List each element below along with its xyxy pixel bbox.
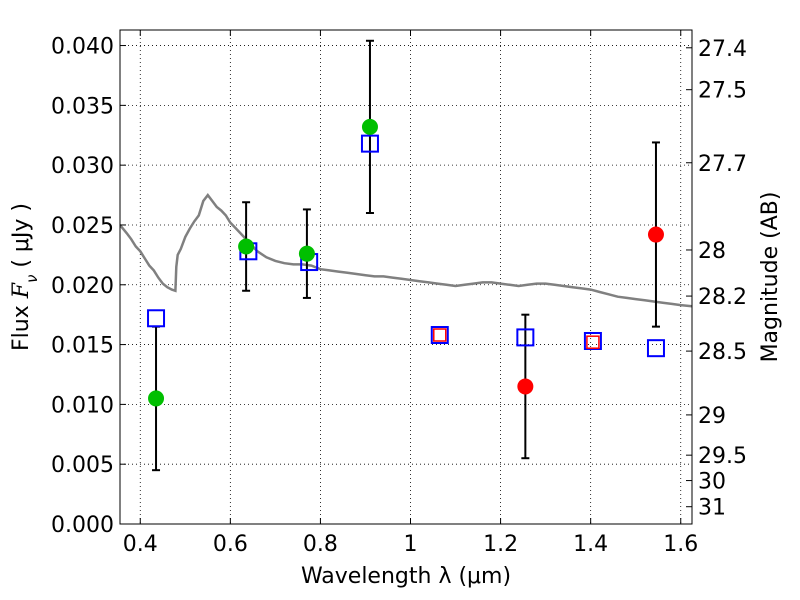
x-tick-label: 0.8 (303, 532, 338, 557)
y2-tick-label: 27.7 (698, 152, 747, 177)
y-tick-label: 0.015 (51, 334, 114, 359)
data-point (517, 378, 534, 395)
y2-tick-label: 30 (698, 470, 726, 495)
y-tick-label: 0.040 (51, 35, 114, 60)
data-point (361, 118, 378, 135)
model-square-marker (516, 328, 535, 347)
y2-tick-label: 28.5 (698, 340, 747, 365)
y-tick-label: 0.005 (51, 453, 114, 478)
y2-tick-label: 29 (698, 404, 726, 429)
model-square-marker (430, 326, 449, 345)
data-point (238, 238, 255, 255)
data-point (647, 226, 664, 243)
y-axis-label-prefix: Flux (9, 298, 34, 351)
data-point (148, 390, 165, 407)
y-tick-label: 0.010 (51, 393, 114, 418)
small-square-marker (433, 328, 447, 342)
x-tick-label: 1.2 (483, 532, 518, 557)
x-axis-label: Wavelength λ (μm) (301, 564, 511, 589)
y-axis-label: Flux Fν ( μJy ) (9, 203, 41, 351)
small-square-marker (586, 335, 600, 349)
plot-frame (119, 29, 693, 525)
x-tick-label: 0.6 (213, 532, 248, 557)
y2-tick-label: 28 (698, 239, 726, 264)
y-tick-label: 0.025 (51, 214, 114, 239)
y-axis-label-sub: ν (23, 275, 41, 283)
y2-tick-label: 27.4 (698, 37, 747, 62)
model-square-marker (360, 134, 379, 153)
y-axis-label-symbol: F (9, 282, 34, 299)
y-tick-label: 0.000 (51, 513, 114, 538)
y-axis-label-suffix: ( μJy ) (9, 203, 34, 275)
x-tick-label: 1 (404, 532, 418, 557)
y2-tick-label: 28.2 (698, 285, 747, 310)
model-square-marker (583, 331, 602, 350)
y2-tick-label: 29.5 (698, 444, 747, 469)
y2-tick-label: 31 (698, 496, 726, 521)
model-square-marker (147, 309, 166, 328)
y2-tick-label: 27.5 (698, 79, 747, 104)
plot-area (120, 30, 692, 524)
y2-axis-label: Magnitude (AB) (758, 192, 783, 363)
x-tick-label: 1.6 (663, 532, 698, 557)
y-tick-label: 0.035 (51, 94, 114, 119)
y-tick-label: 0.030 (51, 154, 114, 179)
plot-content (120, 39, 692, 472)
y-tick-label: 0.020 (51, 274, 114, 299)
x-tick-label: 1.4 (573, 532, 608, 557)
axes-ticks: 0.4 0.6 0.8 1 1.2 1.4 1.6 0.000 0.005 0.010 0.015 0… (51, 30, 747, 557)
data-point (298, 245, 315, 262)
x-tick-label: 0.4 (123, 532, 158, 557)
spectrum-line (120, 193, 692, 308)
model-square-marker (646, 339, 665, 358)
